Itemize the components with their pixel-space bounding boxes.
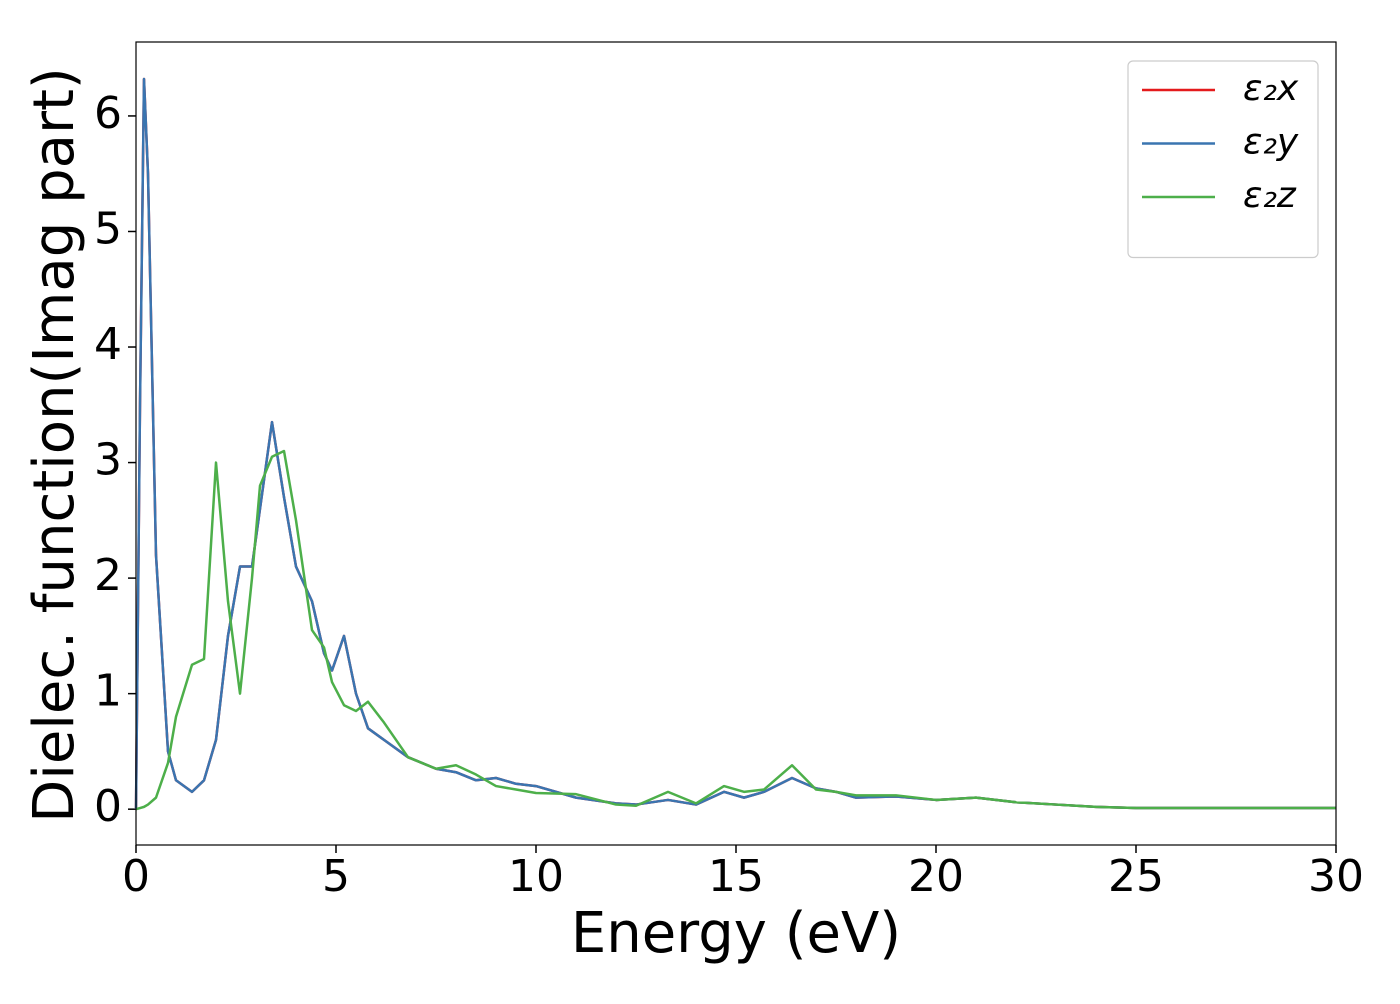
series-line (135, 449, 1336, 811)
x-axis-label: Energy (eV) (571, 901, 901, 966)
x-tick-label: 0 (122, 851, 150, 902)
y-tick-label: 1 (94, 666, 122, 717)
y-tick-label: 4 (94, 319, 122, 370)
x-tick-label: 5 (322, 851, 350, 902)
x-tick-label: 20 (908, 851, 964, 902)
y-tick-label: 6 (94, 88, 122, 139)
legend-label: ε₂z (1243, 175, 1297, 216)
legend-label: ε₂y (1243, 122, 1299, 163)
y-tick-label: 0 (94, 781, 122, 832)
y-axis-label: Dielec. function(Imag part) (22, 67, 87, 823)
x-tick-label: 30 (1308, 851, 1364, 902)
y-tick-label: 2 (94, 550, 122, 601)
legend-label: ε₂x (1243, 68, 1299, 109)
y-tick-label: 3 (94, 435, 122, 486)
x-tick-label: 15 (708, 851, 764, 902)
legend-box (1127, 60, 1319, 259)
y-tick-label: 5 (94, 203, 122, 254)
x-tick-label: 10 (508, 851, 564, 902)
plot-frame (135, 41, 1337, 846)
x-tick-label: 25 (1108, 851, 1164, 902)
